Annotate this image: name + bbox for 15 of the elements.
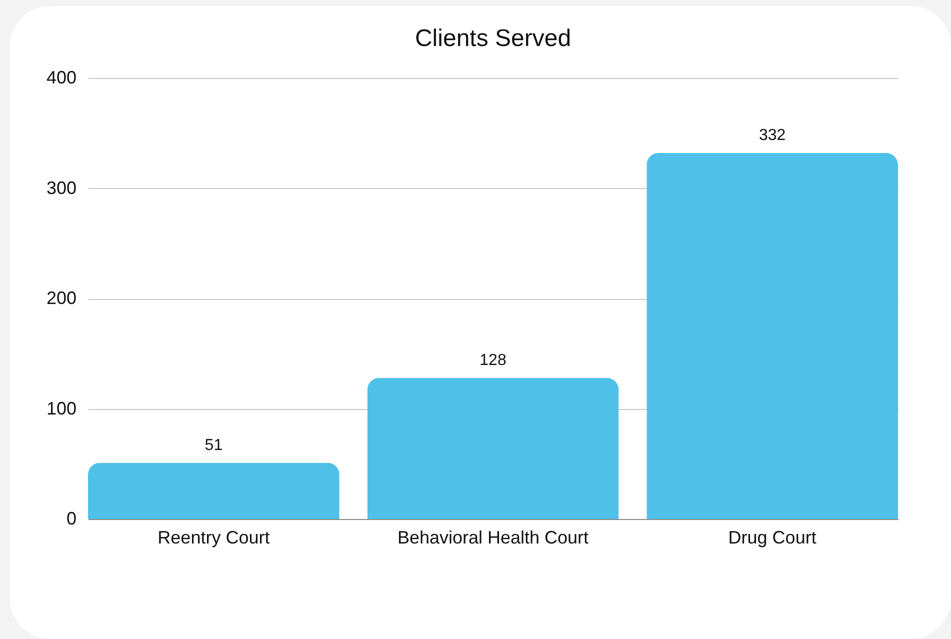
data-label: 128 <box>480 352 506 369</box>
data-label: 332 <box>758 126 786 144</box>
data-label: 51 <box>204 436 223 454</box>
bar <box>88 462 340 519</box>
y-tick-label: 300 <box>46 178 76 198</box>
y-tick-label: 100 <box>46 398 76 418</box>
y-tick-label: 400 <box>46 68 76 88</box>
x-tick-label: Behavioral Health Court <box>397 528 589 548</box>
x-tick-label: Drug Court <box>728 528 816 548</box>
bar <box>646 152 898 519</box>
y-tick-label: 200 <box>46 288 76 308</box>
chart-title: Clients Served <box>414 25 572 52</box>
x-tick-label: Reentry Court <box>158 528 270 548</box>
y-tick-label: 0 <box>66 508 76 528</box>
bar <box>367 378 619 519</box>
